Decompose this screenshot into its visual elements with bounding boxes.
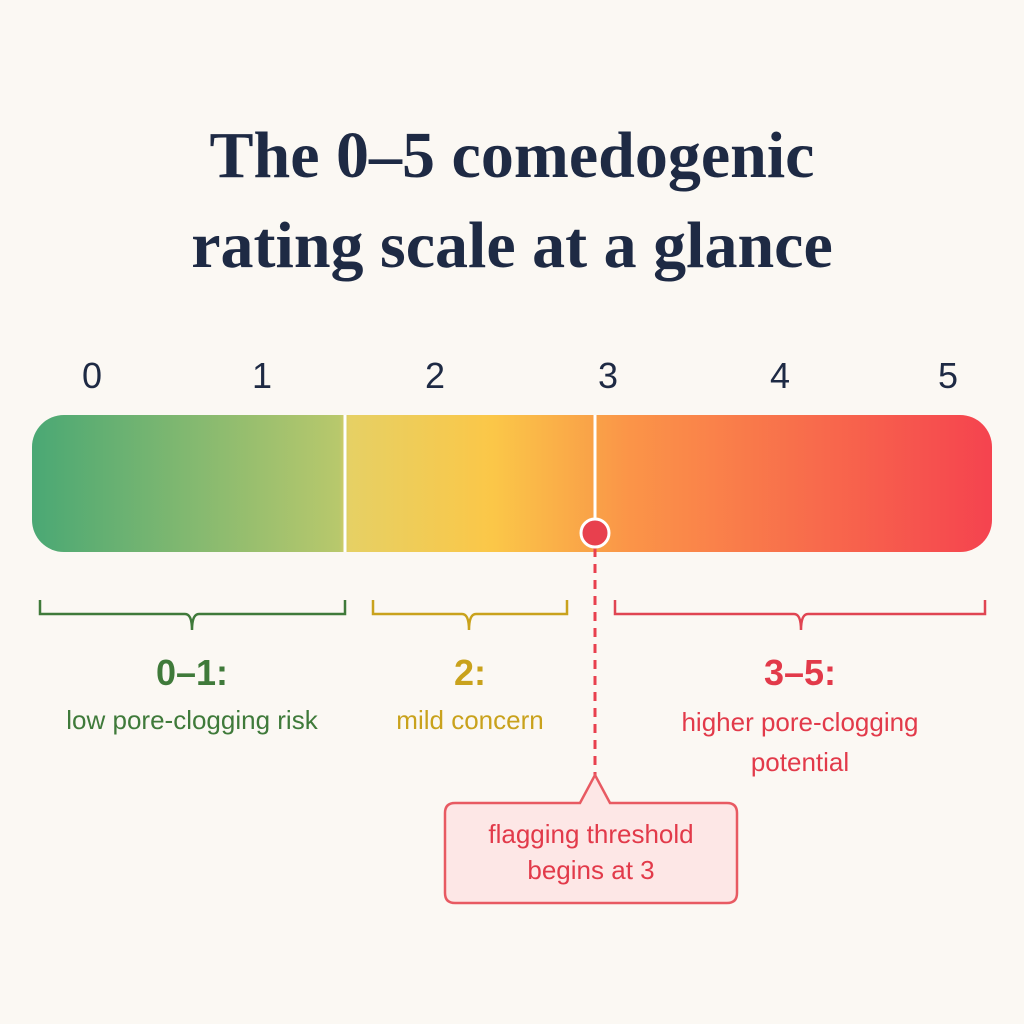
title: The 0–5 comedogenic bbox=[209, 119, 815, 192]
threshold-marker bbox=[579, 517, 611, 549]
scale-tick-label: 0 bbox=[81, 355, 103, 396]
scale-tick-label: 2 bbox=[424, 355, 446, 396]
scale-tick-label: 1 bbox=[251, 355, 273, 396]
scale-tick-label: 3 bbox=[597, 355, 619, 396]
group-range: 2: bbox=[453, 652, 486, 693]
callout-box bbox=[443, 772, 739, 905]
group-description: mild concern bbox=[396, 705, 544, 735]
brace bbox=[38, 600, 347, 631]
group-description: low pore-clogging risk bbox=[66, 705, 318, 735]
scale-tick-label: 4 bbox=[769, 355, 791, 396]
group-range: 3–5: bbox=[763, 652, 837, 693]
brace bbox=[371, 600, 569, 631]
title: rating scale at a glance bbox=[191, 209, 833, 282]
group-range: 0–1: bbox=[155, 652, 229, 693]
callout-text: flagging threshold begins at 3 bbox=[488, 819, 694, 885]
brace bbox=[613, 600, 987, 631]
group-description: higher pore-clogging potential bbox=[681, 707, 919, 777]
scale-tick-label: 5 bbox=[937, 355, 959, 396]
scale-bar bbox=[32, 415, 992, 552]
